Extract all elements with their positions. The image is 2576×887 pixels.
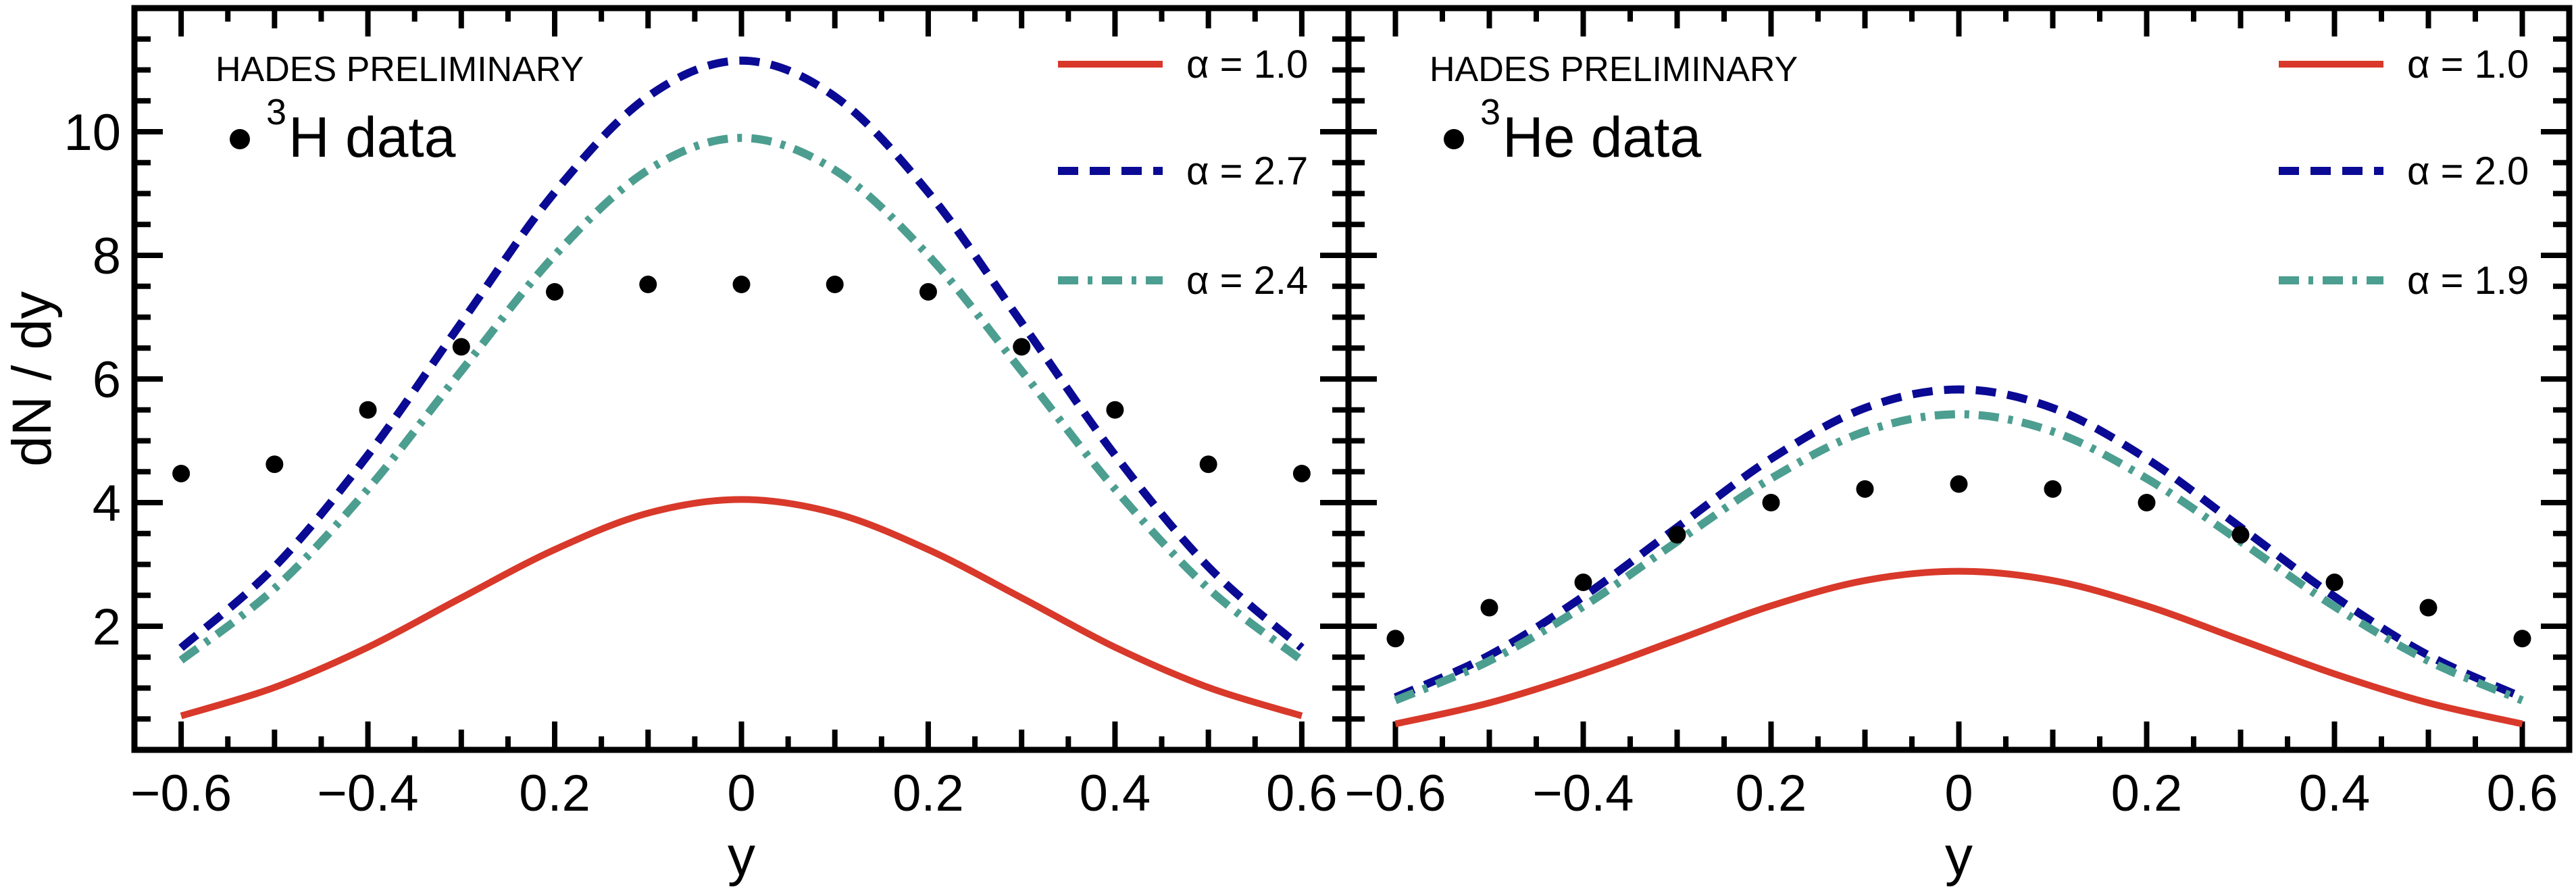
data-legend-label: He data xyxy=(1502,105,1701,169)
data-point xyxy=(1013,338,1031,356)
data-point xyxy=(1292,464,1311,482)
data-point xyxy=(2419,599,2438,617)
data-point xyxy=(2325,574,2344,592)
data-point xyxy=(1762,494,1780,511)
preliminary-label: HADES PRELIMINARY xyxy=(1430,50,1798,89)
x-tick-label: −0.4 xyxy=(1532,765,1634,822)
data-point xyxy=(639,276,657,294)
x-tick-label: 0.4 xyxy=(2299,765,2371,822)
x-axis-title: y xyxy=(1945,826,1973,887)
data-legend-marker xyxy=(1444,129,1464,149)
series-line-dashdot xyxy=(1394,410,2524,705)
data-point xyxy=(1574,574,1592,592)
x-tick-label: −0.6 xyxy=(130,765,232,822)
y-tick-label: 4 xyxy=(93,475,121,532)
x-tick-label: 0.2 xyxy=(892,765,964,822)
data-point xyxy=(2513,630,2531,648)
x-tick-label: 0 xyxy=(727,765,755,822)
y-tick-label: 2 xyxy=(93,599,121,656)
data-legend-sup: 3 xyxy=(266,92,286,132)
legend-label: α = 2.0 xyxy=(2407,149,2529,193)
series-line-dashed xyxy=(178,56,1305,651)
legend-label: α = 2.4 xyxy=(1186,259,1308,303)
series-line-solid xyxy=(1394,567,2523,728)
data-point xyxy=(1856,480,1874,498)
x-tick-label: 0.2 xyxy=(519,765,590,822)
y-tick-label: 10 xyxy=(64,104,121,161)
x-tick-label: 0.2 xyxy=(2111,765,2183,822)
data-legend-marker xyxy=(230,129,250,149)
data-point xyxy=(1668,526,1686,544)
x-tick-label: −0.6 xyxy=(1344,765,1446,822)
legend-label: α = 1.9 xyxy=(2407,259,2529,303)
x-tick-label: 0.6 xyxy=(1266,765,1338,822)
data-point xyxy=(732,276,751,294)
data-point xyxy=(1480,599,1498,617)
x-tick-label: 0.2 xyxy=(1736,765,1807,822)
data-point xyxy=(2231,526,2250,544)
data-point xyxy=(1950,475,1968,493)
preliminary-label: HADES PRELIMINARY xyxy=(216,50,584,89)
x-tick-label: 0 xyxy=(1944,765,1973,822)
legend-label: α = 1.0 xyxy=(2407,43,2529,86)
data-point xyxy=(266,455,284,474)
x-tick-label: 0.4 xyxy=(1080,765,1151,822)
x-axis-title: y xyxy=(728,826,755,887)
x-tick-label: 0.6 xyxy=(2487,765,2558,822)
series-line-solid xyxy=(180,496,1303,719)
panel-right: −0.6 −0.4 0.2 0 0.2 0.4 0.6 y HADES PRELIMINARY3… xyxy=(1344,8,2569,887)
data-point xyxy=(2044,480,2062,498)
data-point xyxy=(359,401,377,419)
data-point xyxy=(546,282,564,301)
data-point xyxy=(1386,630,1405,648)
data-point xyxy=(1199,455,1217,474)
data-point xyxy=(2138,494,2156,511)
data-point xyxy=(172,464,191,482)
series-line-dashdot xyxy=(178,134,1305,664)
y-tick-label: 6 xyxy=(93,351,121,409)
data-legend-sup: 3 xyxy=(1480,92,1500,132)
panel-left: −0.6 −0.4 0.2 0 0.2 0.4 0.6 2 4 6 8 10 y HADES PRELIM… xyxy=(64,8,1348,887)
plot-frame xyxy=(131,5,2573,753)
data-point xyxy=(1106,401,1124,419)
data-legend-label: H data xyxy=(288,105,456,169)
data-point xyxy=(919,282,937,301)
legend-label: α = 2.7 xyxy=(1186,149,1308,193)
data-point xyxy=(452,338,470,356)
y-tick-label: 8 xyxy=(93,228,121,285)
series-line-dashed xyxy=(1394,385,2524,701)
legend-label: α = 1.0 xyxy=(1186,43,1308,86)
data-point xyxy=(826,276,844,294)
x-tick-label: −0.4 xyxy=(318,765,419,822)
y-axis-title: dN / dy xyxy=(1,291,63,467)
